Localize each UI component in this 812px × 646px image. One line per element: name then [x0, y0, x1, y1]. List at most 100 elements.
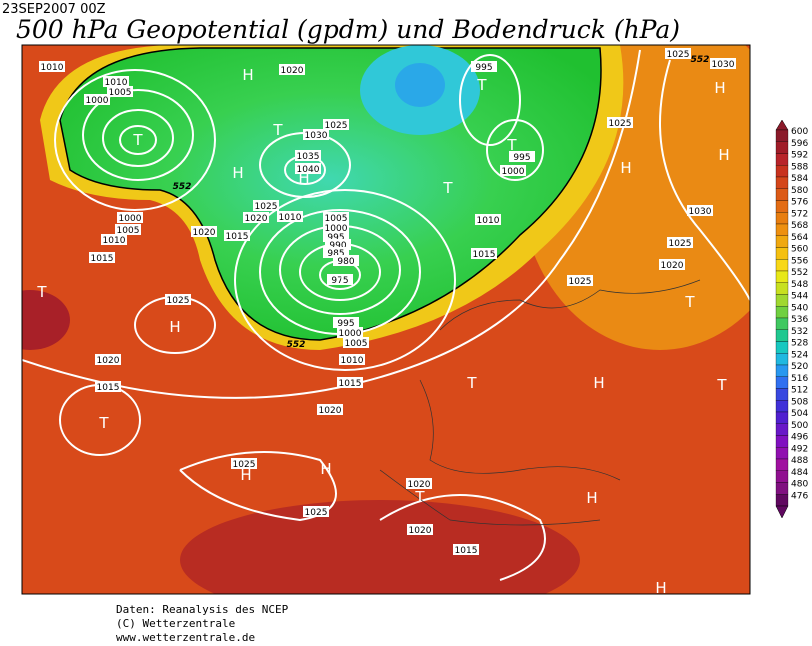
label-box: [665, 48, 691, 59]
colorbar-swatch: [775, 317, 789, 330]
label-box: [95, 354, 121, 365]
pressure-center: H: [655, 579, 666, 597]
label-box: [101, 234, 127, 245]
pressure-label: 1010: [103, 236, 126, 246]
colorbar-swatch: [775, 223, 789, 236]
label-box: [323, 247, 349, 258]
label-box: [295, 150, 321, 161]
field-darkred: [180, 500, 580, 594]
colorbar-swatch: [775, 165, 789, 178]
colorbar-swatch: [775, 306, 789, 319]
label-box: [337, 377, 363, 388]
colorbar-label: 576: [791, 198, 808, 208]
pressure-label: 1025: [669, 239, 692, 249]
pressure-label: 1020: [409, 526, 432, 536]
pressure-center: T: [336, 271, 347, 289]
pressure-center: H: [593, 374, 604, 392]
colorbar-label: 500: [791, 421, 808, 431]
label-box: [710, 58, 736, 69]
label-box: [500, 165, 526, 176]
pressure-center: H: [320, 460, 331, 478]
credit-line: (C) Wetterzentrale: [116, 617, 235, 630]
pressure-label: 1020: [245, 214, 268, 224]
pressure-center: T: [272, 121, 283, 139]
label-box: [303, 129, 329, 140]
colorbar-swatch: [775, 470, 789, 483]
label-box: [667, 237, 693, 248]
pressure-label: 1005: [117, 226, 140, 236]
colorbar-label: 540: [791, 303, 808, 313]
colorbar-swatch: [775, 329, 789, 342]
pressure-label: 1020: [661, 261, 684, 271]
label-box: [471, 248, 497, 259]
pressure-label: 1005: [345, 339, 368, 349]
colorbar-label: 512: [791, 386, 808, 396]
pressure-label: 1000: [119, 214, 142, 224]
colorbar-label: 552: [791, 268, 808, 278]
colorbar-swatch: [775, 400, 789, 413]
pressure-label: 985: [327, 249, 344, 259]
pressure-center: H: [298, 169, 309, 187]
pressure-label: 1040: [297, 165, 320, 175]
credit-line: www.wetterzentrale.de: [116, 631, 255, 644]
colorbar-label: 480: [791, 480, 808, 490]
pressure-label: 1025: [569, 277, 592, 287]
label-box: [89, 252, 115, 263]
label-box: [231, 458, 257, 469]
label-box: [325, 239, 351, 250]
label-box: [103, 76, 129, 87]
pressure-center: H: [620, 159, 631, 177]
colorbar-swatch: [775, 411, 789, 424]
pressure-label: 975: [331, 276, 348, 286]
colorbar-swatch: [775, 129, 789, 142]
label-box: [333, 255, 359, 266]
colorbar-label: 580: [791, 186, 808, 196]
colorbar-swatch: [775, 176, 789, 189]
label-box: [95, 381, 121, 392]
colorbar-label: 484: [791, 468, 808, 478]
pressure-label: 1010: [279, 213, 302, 223]
pressure-label: 1020: [97, 356, 120, 366]
pressure-label: 1030: [305, 131, 328, 141]
colorbar-label: 588: [791, 162, 808, 172]
label-box: [659, 259, 685, 270]
pressure-label: 1025: [305, 508, 328, 518]
pressure-label: 1015: [339, 379, 362, 389]
label-box: [607, 117, 633, 128]
colorbar-label: 528: [791, 339, 808, 349]
colorbar-label: 492: [791, 444, 808, 454]
map: [22, 45, 750, 594]
colorbar-label: 572: [791, 209, 808, 219]
pressure-label: 1025: [255, 202, 278, 212]
colorbar-swatch: [775, 423, 789, 436]
colorbar-swatch: [775, 482, 789, 495]
colorbar-top: [775, 119, 789, 131]
map-frame: [21, 44, 751, 595]
colorbar-swatch: [775, 270, 789, 283]
pressure-center: T: [36, 283, 47, 301]
pressure-label: 990: [329, 241, 346, 251]
label-box: [567, 275, 593, 286]
colorbar-label: 508: [791, 397, 808, 407]
contour-label: 552: [173, 182, 192, 192]
colorbar-swatch: [775, 141, 789, 154]
label-box: [323, 119, 349, 130]
pressure-label: 1015: [473, 250, 496, 260]
colorbar-swatch: [775, 388, 789, 401]
pressure-label: 1005: [109, 88, 132, 98]
pressure-label: 1030: [712, 60, 735, 70]
title: 500 hPa Geopotential (gpdm) und Bodendru…: [16, 15, 680, 44]
pressure-label: 980: [337, 257, 354, 267]
label-box: [277, 211, 303, 222]
label-box: [687, 205, 713, 216]
label-box: [303, 506, 329, 517]
colorbar-label: 584: [791, 174, 808, 184]
colorbar-swatch: [775, 364, 789, 377]
pressure-center: T: [98, 414, 109, 432]
pressure-center: H: [714, 79, 725, 97]
label-box: [343, 337, 369, 348]
label-box: [224, 230, 250, 241]
field-blue: [395, 63, 445, 107]
colorbar-label: 504: [791, 409, 808, 419]
colorbar-label: 564: [791, 233, 808, 243]
